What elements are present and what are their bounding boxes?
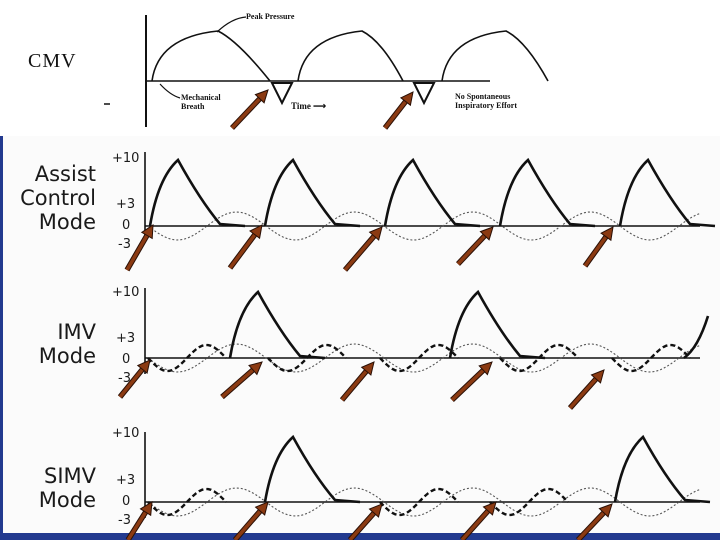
imv-line1: IMV — [57, 320, 96, 344]
no-effort-triangle-icon-2 — [412, 82, 436, 106]
mechanical-breath-3 — [383, 157, 481, 228]
cmv-breath-1 — [151, 30, 271, 82]
no-spontaneous-label: No Spontaneous Inspiratory Effort — [455, 92, 517, 110]
assist-control-panel — [144, 152, 716, 242]
assist-control-line1: Assist — [34, 162, 96, 186]
spontaneous-breath-1 — [147, 487, 227, 517]
mechanical-breath-2 — [263, 157, 361, 228]
simv-line2: Mode — [38, 488, 96, 512]
pointer-arrow-icon — [232, 501, 269, 540]
left-blue-border — [0, 136, 3, 540]
pointer-arrow-icon — [124, 224, 154, 272]
spontaneous-effort-trace — [147, 343, 701, 373]
simv-line1: SIMV — [43, 464, 96, 488]
pointer-arrow-icon — [125, 501, 153, 540]
mechanical-breath-1 — [228, 289, 326, 360]
imv-tick-plus3: +3 — [116, 331, 136, 346]
peak-pressure-leader — [216, 16, 247, 33]
pointer-arrow-icon — [227, 224, 263, 270]
pointer-arrow-icon — [576, 503, 613, 540]
pointer-arrow-icon — [582, 226, 614, 268]
pointer-arrow-icon — [117, 359, 151, 399]
pointer-arrow-icon — [230, 89, 269, 130]
peak-pressure-label: Peak Pressure — [246, 12, 295, 21]
simv-tick-zero: 0 — [122, 494, 131, 509]
pointer-arrow-icon — [456, 226, 494, 266]
assist-tick-plus3: +3 — [116, 197, 136, 212]
assist-control-line2: Control — [20, 186, 96, 210]
mechanical-breath-2 — [613, 434, 711, 504]
imv-mode-label: IMV Mode — [2, 320, 96, 368]
mechanical-breath-4 — [498, 157, 596, 228]
no-spontaneous-line1: No Spontaneous — [455, 92, 511, 101]
mechanical-breath-2 — [448, 289, 546, 360]
cmv-mode-label: CMV — [28, 50, 77, 72]
assist-tick-plus10: +10 — [112, 151, 140, 166]
mechanical-breath-line1: Mechanical — [181, 93, 221, 102]
imv-tick-minus3: -3 — [118, 371, 131, 386]
cmv-breath-2 — [297, 30, 404, 82]
simv-tick-plus10: +10 — [112, 426, 140, 441]
mechanical-breath-partial — [683, 315, 710, 360]
mechanical-breath-label: Mechanical Breath — [181, 93, 221, 111]
time-text: Time — [291, 101, 311, 111]
mechanical-breath-5 — [618, 157, 716, 228]
mechanical-breath-1 — [263, 434, 361, 504]
pointer-arrow-icon — [459, 501, 497, 540]
spontaneous-breath-2 — [379, 487, 459, 517]
mechanical-breath-leader — [159, 83, 181, 99]
cmv-breath-3 — [441, 30, 549, 82]
simv-panel — [144, 432, 711, 518]
cmv-diagram — [104, 15, 549, 127]
imv-line2: Mode — [38, 344, 96, 368]
arrows-layer — [117, 89, 614, 540]
assist-control-mode-label: Assist Control Mode — [2, 162, 96, 234]
pointer-arrow-icon — [382, 91, 414, 130]
spontaneous-effort-trace — [147, 487, 701, 517]
time-axis-label: Time ⟶ — [291, 102, 326, 111]
no-spontaneous-line2: Inspiratory Effort — [455, 101, 517, 110]
simv-mode-label: SIMV Mode — [2, 464, 96, 512]
pointer-arrow-icon — [450, 361, 493, 402]
mechanical-breath-line2: Breath — [181, 102, 205, 111]
pointer-arrow-icon — [339, 361, 375, 402]
assist-control-line3: Mode — [38, 210, 96, 234]
pointer-arrow-icon — [567, 369, 605, 410]
lower-panel-background — [0, 136, 720, 540]
simv-tick-minus3: -3 — [118, 513, 131, 528]
pointer-arrow-icon — [347, 503, 383, 540]
imv-tick-plus10: +10 — [112, 285, 140, 300]
mechanical-breath-1 — [148, 157, 246, 228]
imv-tick-zero: 0 — [122, 352, 131, 367]
assist-tick-zero: 0 — [122, 218, 131, 233]
time-arrow-icon: ⟶ — [313, 101, 326, 111]
spontaneous-breath-1 — [147, 343, 227, 373]
spontaneous-effort-trace — [147, 211, 701, 241]
spontaneous-breath-5 — [611, 343, 691, 373]
simv-tick-plus3: +3 — [116, 473, 136, 488]
spontaneous-breath-2 — [267, 343, 347, 373]
bottom-blue-border — [0, 533, 720, 540]
assist-tick-minus3: -3 — [118, 237, 131, 252]
no-effort-triangle-icon-1 — [270, 82, 294, 106]
pointer-arrow-icon — [220, 361, 263, 400]
spontaneous-breath-3 — [489, 487, 569, 517]
spontaneous-breath-3 — [379, 343, 459, 373]
imv-panel — [144, 288, 710, 374]
pointer-arrow-icon — [342, 226, 383, 272]
